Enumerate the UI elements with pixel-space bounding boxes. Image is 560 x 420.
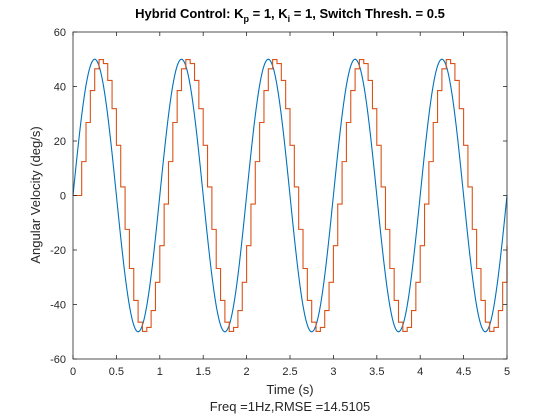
y-tick-label: -60 bbox=[50, 354, 66, 366]
ticks-layer bbox=[72, 31, 508, 360]
x-tick-label: 0.5 bbox=[109, 366, 124, 378]
series-line-1 bbox=[72, 58, 508, 333]
y-tick-label: 40 bbox=[54, 82, 66, 94]
x-tick-label: 2 bbox=[244, 366, 250, 378]
y-tick-label: 60 bbox=[54, 27, 66, 39]
series-layer bbox=[72, 58, 508, 333]
tick-labels-layer: 0 0.5 1 1.5 2 2.5 3 3.5 4 4.5 5 -60 -40 -20 0 20 40 60 bbox=[50, 27, 510, 378]
x-tick-label: 5 bbox=[504, 366, 510, 378]
x-axis-sublabel: Freq =1Hz,RMSE =14.5105 bbox=[210, 399, 370, 414]
x-tick-label: 1 bbox=[157, 366, 163, 378]
x-tick-label: 3 bbox=[330, 366, 336, 378]
x-tick-label: 4.5 bbox=[456, 366, 471, 378]
y-tick-label: 0 bbox=[60, 191, 66, 203]
y-tick-label: -20 bbox=[50, 245, 66, 257]
series-line-2 bbox=[73, 58, 508, 333]
y-axis-label: Angular Velocity (deg/s) bbox=[28, 126, 43, 263]
x-tick-label: 4 bbox=[417, 366, 423, 378]
x-tick-label: 1.5 bbox=[196, 366, 211, 378]
chart-title: Hybrid Control: Kp = 1, Ki = 1, Switch T… bbox=[135, 6, 445, 24]
x-tick-label: 3.5 bbox=[369, 366, 384, 378]
y-tick-label: 20 bbox=[54, 136, 66, 148]
x-axis-label: Time (s) bbox=[266, 382, 313, 397]
y-tick-label: -40 bbox=[50, 300, 66, 312]
x-tick-label: 0 bbox=[70, 366, 76, 378]
x-tick-label: 2.5 bbox=[282, 366, 297, 378]
